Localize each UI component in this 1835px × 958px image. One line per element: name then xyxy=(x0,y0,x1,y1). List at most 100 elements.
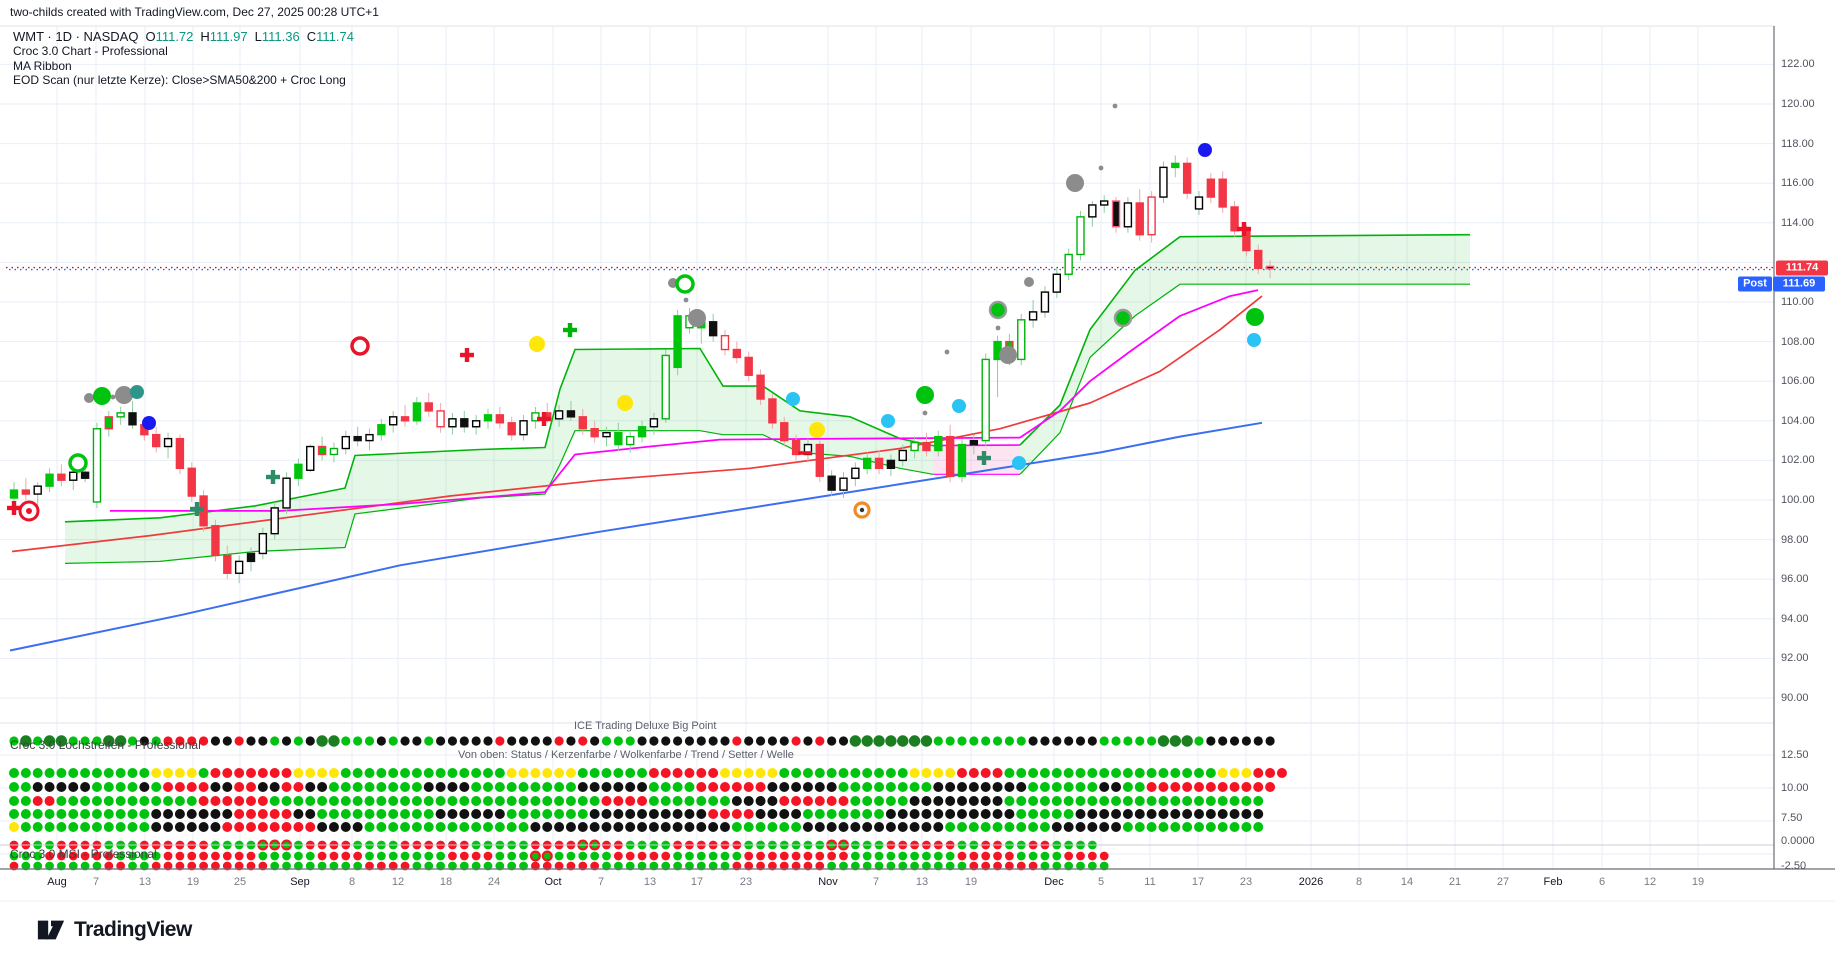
indicator-dot-lochstreifen xyxy=(103,768,114,778)
panel-title-lochstreifen[interactable]: Croc 3.0 Lochstreifen - Professional xyxy=(10,738,201,752)
indicator-dot-lochstreifen xyxy=(459,782,470,792)
time-axis-label[interactable]: 7 xyxy=(597,876,605,888)
study-legend-ma-ribbon[interactable]: MA Ribbon xyxy=(13,58,72,73)
indicator-dot-lochstreifen xyxy=(139,768,150,778)
time-axis-label[interactable]: 12 xyxy=(391,876,405,888)
indicator-dot-lochstreifen xyxy=(625,736,635,746)
indicator-dot-lochstreifen xyxy=(1134,768,1145,778)
indicator-dot-lochstreifen xyxy=(791,768,802,778)
time-axis-label[interactable]: Nov xyxy=(818,876,838,888)
indicator-dot-msi xyxy=(45,851,54,861)
indicator-dot-lochstreifen xyxy=(44,782,55,792)
time-axis-label[interactable]: Aug xyxy=(47,876,67,888)
time-axis-label[interactable]: 2026 xyxy=(1298,876,1324,888)
price-scale-label: 110.00 xyxy=(1781,296,1814,308)
time-axis-label[interactable]: 17 xyxy=(690,876,704,888)
indicator-dot-lochstreifen xyxy=(506,822,517,832)
candle-body-r xyxy=(768,398,777,424)
time-axis-label[interactable]: 18 xyxy=(439,876,453,888)
time-axis-label[interactable]: 11 xyxy=(1144,876,1156,888)
indicator-dot-lochstreifen xyxy=(388,768,399,778)
indicator-dot-lochstreifen xyxy=(720,796,730,806)
indicator-dot-lochstreifen xyxy=(1051,796,1062,806)
time-axis-label[interactable]: 13 xyxy=(643,876,657,888)
price-scale[interactable]: 122.00 120.00 118.00 116.00 114.00 110.00 108.… xyxy=(1781,0,1835,958)
indicator-dot-lochstreifen xyxy=(755,736,766,746)
indicator-dot-lochstreifen xyxy=(114,735,127,747)
indicator-dot-lochstreifen xyxy=(1182,768,1193,778)
indicator-dot-lochstreifen xyxy=(44,796,55,806)
candle-body-w xyxy=(1028,311,1038,321)
indicator-dot-lochstreifen xyxy=(1229,736,1240,746)
indicator-dot-lochstreifen xyxy=(364,796,375,806)
time-axis-label[interactable]: 24 xyxy=(487,876,501,888)
indicator-dot-lochstreifen xyxy=(684,736,695,746)
marker-dot-gray-xs xyxy=(683,297,689,303)
panel-title-msi[interactable]: Croc 3.0 MSI - Professional xyxy=(10,847,157,861)
time-axis-label[interactable]: 13 xyxy=(915,876,929,888)
indicator-dot-lochstreifen xyxy=(684,768,695,778)
indicator-dot-lochstreifen xyxy=(743,809,754,819)
candle-body-G xyxy=(1017,319,1026,361)
time-axis-label[interactable]: 19 xyxy=(186,876,200,888)
indicator-dot-msi xyxy=(139,861,149,871)
tradingview-footer[interactable]: TradingView xyxy=(36,916,192,944)
time-axis-label[interactable]: 23 xyxy=(1239,876,1253,888)
indicator-dot-lochstreifen xyxy=(542,736,552,746)
indicator-dot-lochstreifen xyxy=(1016,736,1026,746)
time-axis-label[interactable]: 17 xyxy=(1191,876,1205,888)
time-axis-label[interactable]: 7 xyxy=(872,876,880,888)
indicator-dot-lochstreifen xyxy=(305,822,316,832)
indicator-dot-lochstreifen xyxy=(68,736,78,746)
marker-dot-gray-lg xyxy=(688,309,706,327)
indicator-dot-lochstreifen xyxy=(1205,796,1216,806)
candle-body-w xyxy=(898,449,907,462)
time-axis-label[interactable]: 25 xyxy=(233,876,247,888)
candle-body-w xyxy=(341,435,350,450)
marker-dot-gray-lg xyxy=(1066,174,1084,192)
candle-body-r xyxy=(744,356,753,376)
symbol-title[interactable]: WMT · 1D · NASDAQ xyxy=(13,29,139,44)
time-axis-label[interactable]: 6 xyxy=(1598,876,1606,888)
time-axis-label[interactable]: 23 xyxy=(739,876,753,888)
time-axis-label[interactable]: 12 xyxy=(1643,876,1657,888)
indicator-dot-msi xyxy=(578,851,588,861)
time-axis-label[interactable]: 5 xyxy=(1097,876,1105,888)
time-axis-label[interactable]: 8 xyxy=(348,876,356,888)
time-axis-label[interactable]: Sep xyxy=(290,876,310,888)
study-legend-croc-chart[interactable]: Croc 3.0 Chart - Professional xyxy=(13,44,168,58)
time-axis-label[interactable]: 13 xyxy=(138,876,152,888)
indicator-dot-lochstreifen xyxy=(838,796,849,806)
candle-body-g xyxy=(294,463,303,479)
marker-bullseye-red xyxy=(18,500,40,522)
time-axis-label[interactable]: 19 xyxy=(1691,876,1705,888)
price-scale-label: 98.00 xyxy=(1781,534,1809,546)
candle-body-r xyxy=(1135,202,1144,236)
time-axis-label[interactable]: Feb xyxy=(1543,876,1563,888)
indicator-dot-lochstreifen xyxy=(186,796,197,806)
time-axis-label[interactable]: 19 xyxy=(964,876,978,888)
indicator-dot-lochstreifen xyxy=(1265,768,1276,778)
indicator-dot-msi xyxy=(92,851,102,861)
time-axis-label[interactable]: 7 xyxy=(92,876,100,888)
indicator-dot-msi xyxy=(424,861,434,871)
indicator-dot-lochstreifen xyxy=(20,735,32,747)
study-legend-eod-scan[interactable]: EOD Scan (nur letzte Kerze): Close>SMA50… xyxy=(13,73,346,87)
indicator-dot-lochstreifen xyxy=(127,736,138,746)
indicator-dot-lochstreifen xyxy=(1075,736,1086,746)
time-axis-label[interactable]: 8 xyxy=(1355,876,1363,888)
indicator-dot-lochstreifen xyxy=(1181,735,1193,747)
time-axis-label[interactable]: Dec xyxy=(1044,876,1064,888)
indicator-dot-lochstreifen xyxy=(968,822,979,832)
time-axis-label[interactable]: 21 xyxy=(1448,876,1462,888)
time-axis-label[interactable]: Oct xyxy=(544,876,562,888)
indicator-dot-lochstreifen xyxy=(1016,796,1027,806)
indicator-dot-lochstreifen xyxy=(269,822,280,832)
indicator-dot-lochstreifen xyxy=(174,768,185,778)
indicator-dot-lochstreifen xyxy=(494,768,505,778)
time-axis-label[interactable]: 27 xyxy=(1496,876,1510,888)
candle-body-r xyxy=(922,441,931,452)
panel-subtitle-von-oben: Von oben: Status / Kerzenfarbe / Wolkenf… xyxy=(458,749,794,761)
time-axis-label[interactable]: 14 xyxy=(1400,876,1414,888)
